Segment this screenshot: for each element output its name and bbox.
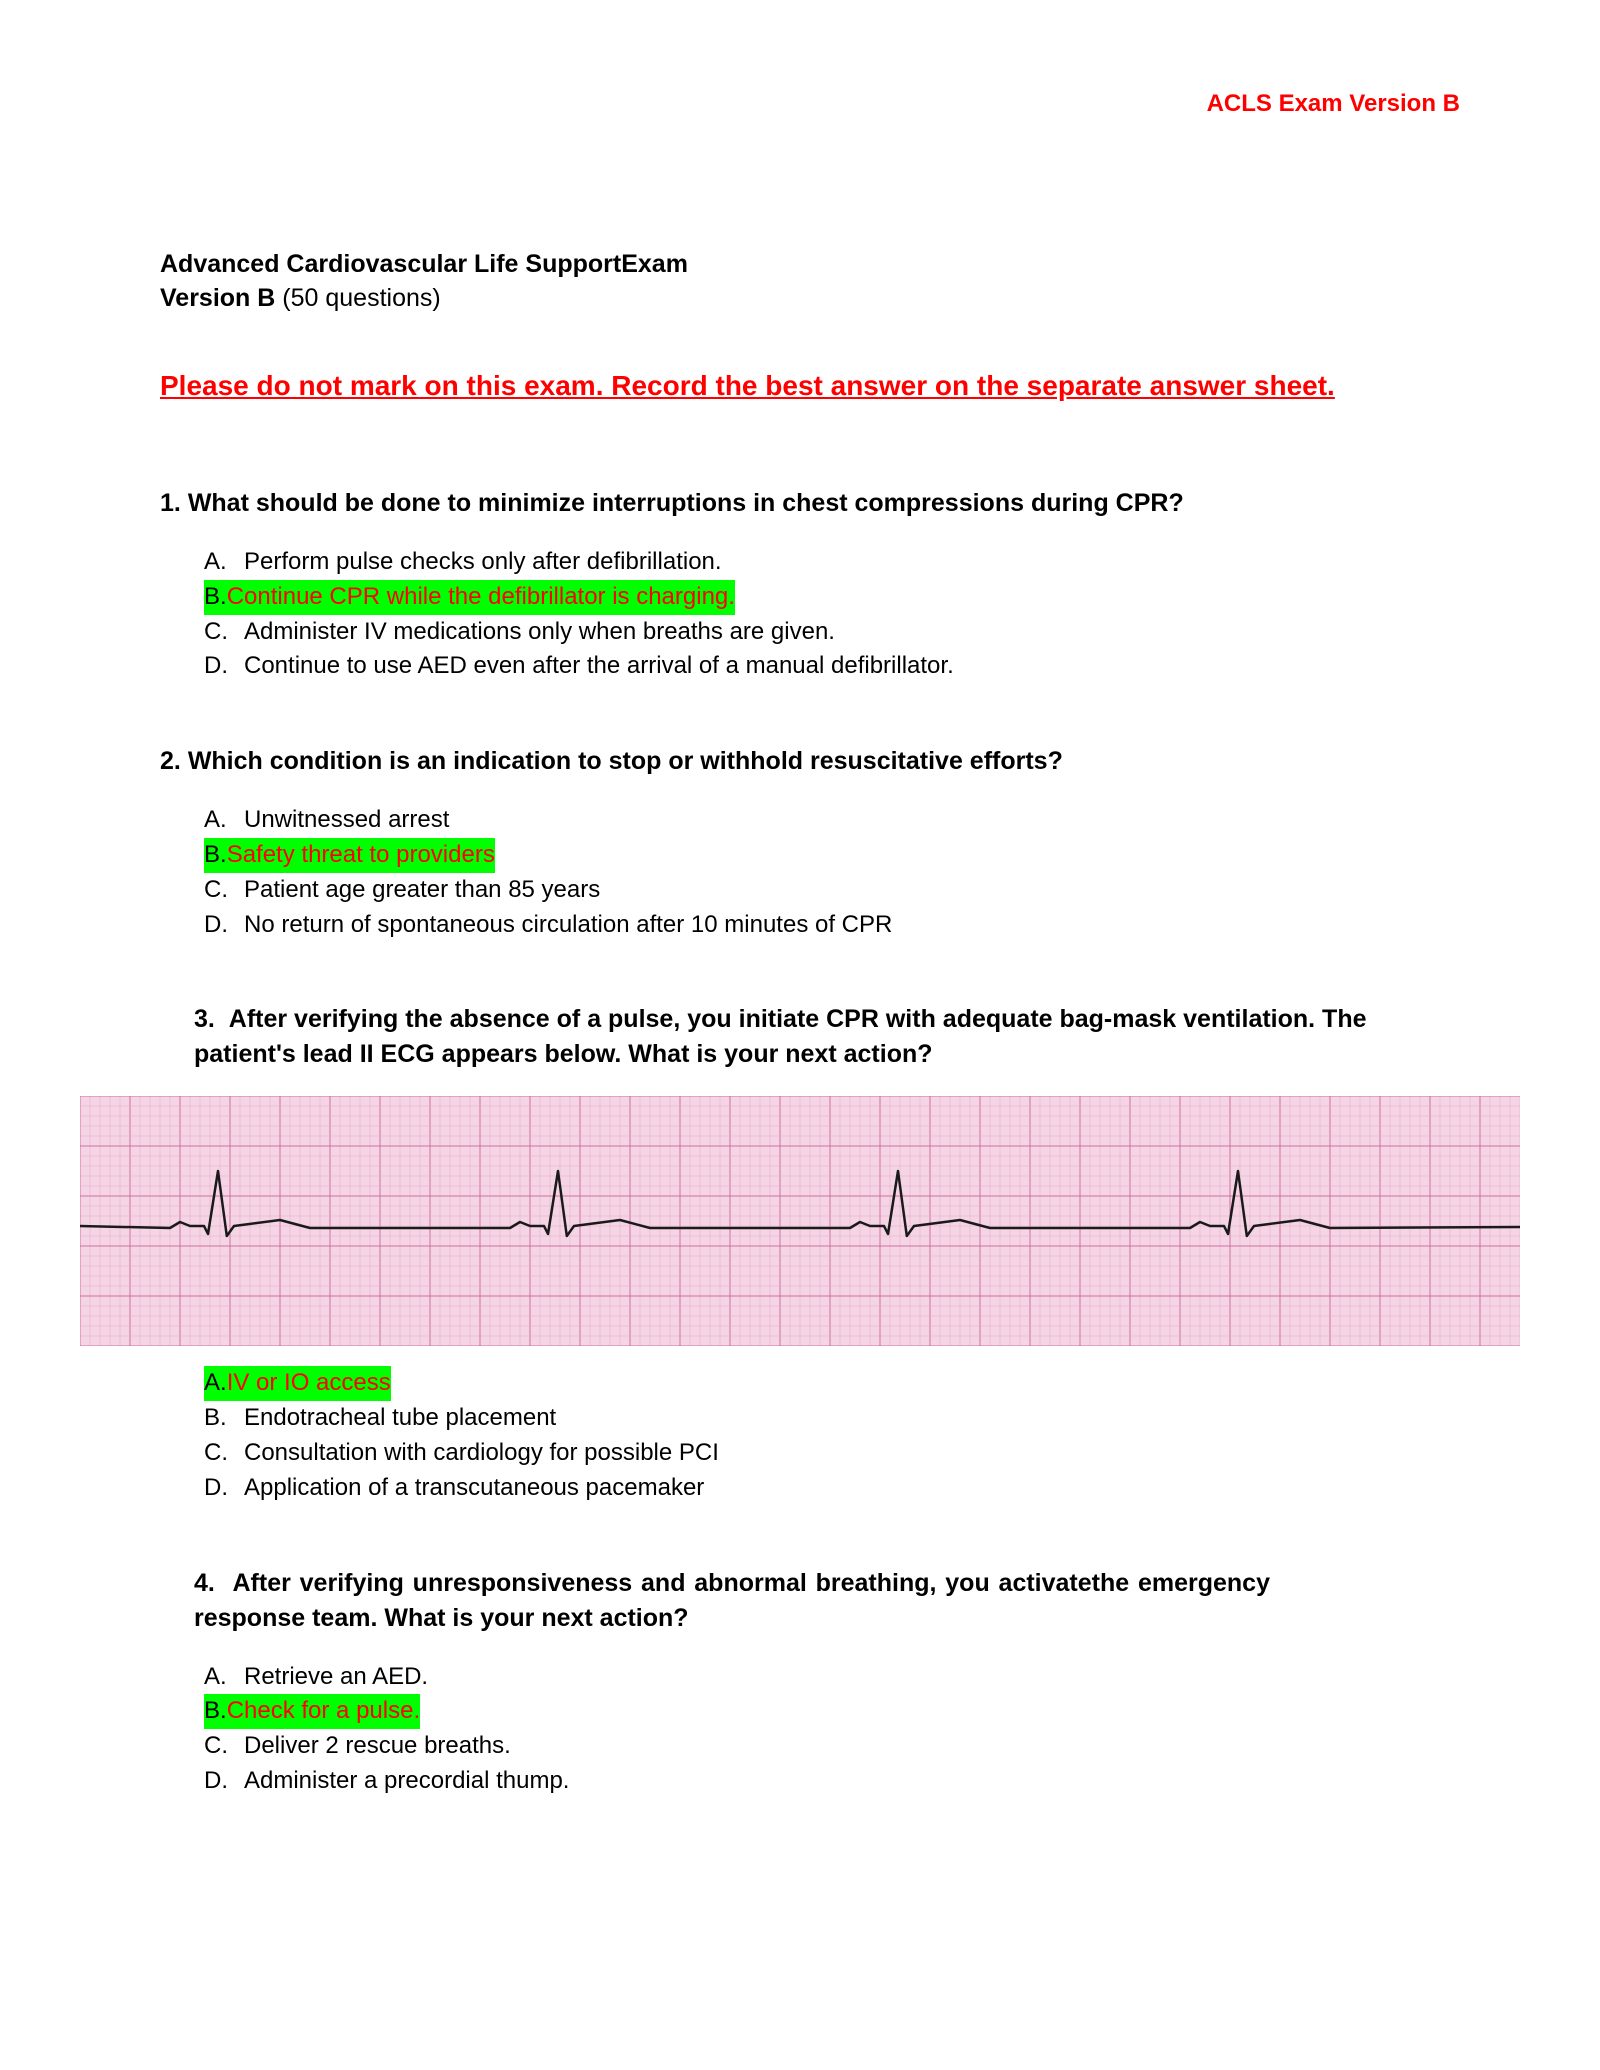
q3-body: After verifying the absence of a pulse, …	[194, 1005, 1367, 1068]
q4-option-d: D.Administer a precordial thump.	[204, 1764, 1440, 1799]
q1-body: What should be done to minimize interrup…	[188, 489, 1184, 517]
title-line-2: Version B (50 questions)	[160, 282, 1440, 316]
opt-text: Unwitnessed arrest	[244, 803, 449, 838]
q3-num: 3.	[194, 1005, 215, 1033]
title-line-1-text: Advanced Cardiovascular Life SupportExam	[160, 250, 688, 278]
opt-text: IV or IO access	[227, 1369, 391, 1396]
opt-letter: B.	[204, 841, 227, 868]
q3-option-d: D.Application of a transcutaneous pacema…	[204, 1471, 1440, 1506]
q1-option-c: C.Administer IV medications only when br…	[204, 615, 1440, 650]
opt-text: Perform pulse checks only after defibril…	[244, 545, 722, 580]
question-1-text: 1. What should be done to minimize inter…	[160, 486, 1440, 521]
question-2-text: 2. Which condition is an indication to s…	[160, 744, 1440, 779]
opt-text: Administer a precordial thump.	[244, 1764, 569, 1799]
opt-letter: D.	[204, 1471, 244, 1506]
q1-num: 1.	[160, 489, 181, 517]
q2-option-b: B.Safety threat to providers	[204, 838, 1440, 873]
opt-letter: A.	[204, 803, 244, 838]
title-version: Version B	[160, 284, 275, 312]
q2-option-d: D.No return of spontaneous circulation a…	[204, 908, 1440, 943]
opt-letter: D.	[204, 908, 244, 943]
q4-option-b: B.Check for a pulse.	[204, 1694, 1440, 1729]
q4-option-a: A.Retrieve an AED.	[204, 1660, 1440, 1695]
opt-letter: B.	[204, 583, 227, 610]
question-1: 1. What should be done to minimize inter…	[160, 486, 1440, 684]
opt-text: Administer IV medications only when brea…	[244, 615, 835, 650]
opt-letter: A.	[204, 545, 244, 580]
q1-option-d: D.Continue to use AED even after the arr…	[204, 649, 1440, 684]
opt-text: Continue to use AED even after the arriv…	[244, 649, 954, 684]
question-2-options: A.Unwitnessed arrest B.Safety threat to …	[160, 803, 1440, 942]
opt-letter: D.	[204, 649, 244, 684]
q2-body: Which condition is an indication to stop…	[188, 747, 1063, 775]
opt-text: Retrieve an AED.	[244, 1660, 428, 1695]
question-4: 4. After verifying unresponsiveness and …	[160, 1566, 1440, 1799]
question-3-text: 3. After verifying the absence of a puls…	[160, 1002, 1440, 1072]
q1-option-a: A.Perform pulse checks only after defibr…	[204, 545, 1440, 580]
q1-option-b: B.Continue CPR while the defibrillator i…	[204, 580, 1440, 615]
opt-text: Consultation with cardiology for possibl…	[244, 1436, 719, 1471]
opt-letter: D.	[204, 1764, 244, 1799]
opt-text: Safety threat to providers	[227, 841, 495, 868]
opt-letter: A.	[204, 1660, 244, 1695]
q2-num: 2.	[160, 747, 181, 775]
q3-option-a: A.IV or IO access	[204, 1366, 1440, 1401]
question-1-options: A.Perform pulse checks only after defibr…	[160, 545, 1440, 684]
opt-text: Endotracheal tube placement	[244, 1401, 556, 1436]
q4-body: After verifying unresponsiveness and abn…	[194, 1569, 1270, 1632]
question-2: 2. Which condition is an indication to s…	[160, 744, 1440, 942]
opt-letter: A.	[204, 1369, 227, 1396]
question-3-options: A.IV or IO access B.Endotracheal tube pl…	[160, 1366, 1440, 1505]
opt-letter: C.	[204, 1436, 244, 1471]
ecg-strip	[80, 1096, 1520, 1346]
ecg-svg	[80, 1096, 1520, 1346]
opt-letter: C.	[204, 615, 244, 650]
q4-option-c: C.Deliver 2 rescue breaths.	[204, 1729, 1440, 1764]
question-3: 3. After verifying the absence of a puls…	[160, 1002, 1440, 1505]
q2-option-c: C.Patient age greater than 85 years	[204, 873, 1440, 908]
opt-text: Patient age greater than 85 years	[244, 873, 600, 908]
page-header-label: ACLS Exam Version B	[160, 90, 1460, 118]
q2-option-a: A.Unwitnessed arrest	[204, 803, 1440, 838]
opt-letter: C.	[204, 873, 244, 908]
instruction-text: Please do not mark on this exam. Record …	[160, 366, 1440, 407]
q3-option-b: B.Endotracheal tube placement	[204, 1401, 1440, 1436]
q4-num: 4.	[194, 1569, 215, 1597]
opt-letter: B.	[204, 1401, 244, 1436]
question-4-text: 4. After verifying unresponsiveness and …	[160, 1566, 1440, 1636]
opt-text: Application of a transcutaneous pacemake…	[244, 1471, 704, 1506]
opt-text: Deliver 2 rescue breaths.	[244, 1729, 511, 1764]
opt-text: Check for a pulse.	[227, 1697, 420, 1724]
opt-letter: B.	[204, 1697, 227, 1724]
q3-option-c: C.Consultation with cardiology for possi…	[204, 1436, 1440, 1471]
title-line-1: Advanced Cardiovascular Life SupportExam	[160, 248, 1440, 282]
question-4-options: A.Retrieve an AED. B.Check for a pulse. …	[160, 1660, 1440, 1799]
title-block: Advanced Cardiovascular Life SupportExam…	[160, 248, 1440, 316]
opt-letter: C.	[204, 1729, 244, 1764]
opt-text: No return of spontaneous circulation aft…	[244, 908, 892, 943]
opt-text: Continue CPR while the defibrillator is …	[227, 583, 735, 610]
title-count: (50 questions)	[275, 284, 440, 312]
